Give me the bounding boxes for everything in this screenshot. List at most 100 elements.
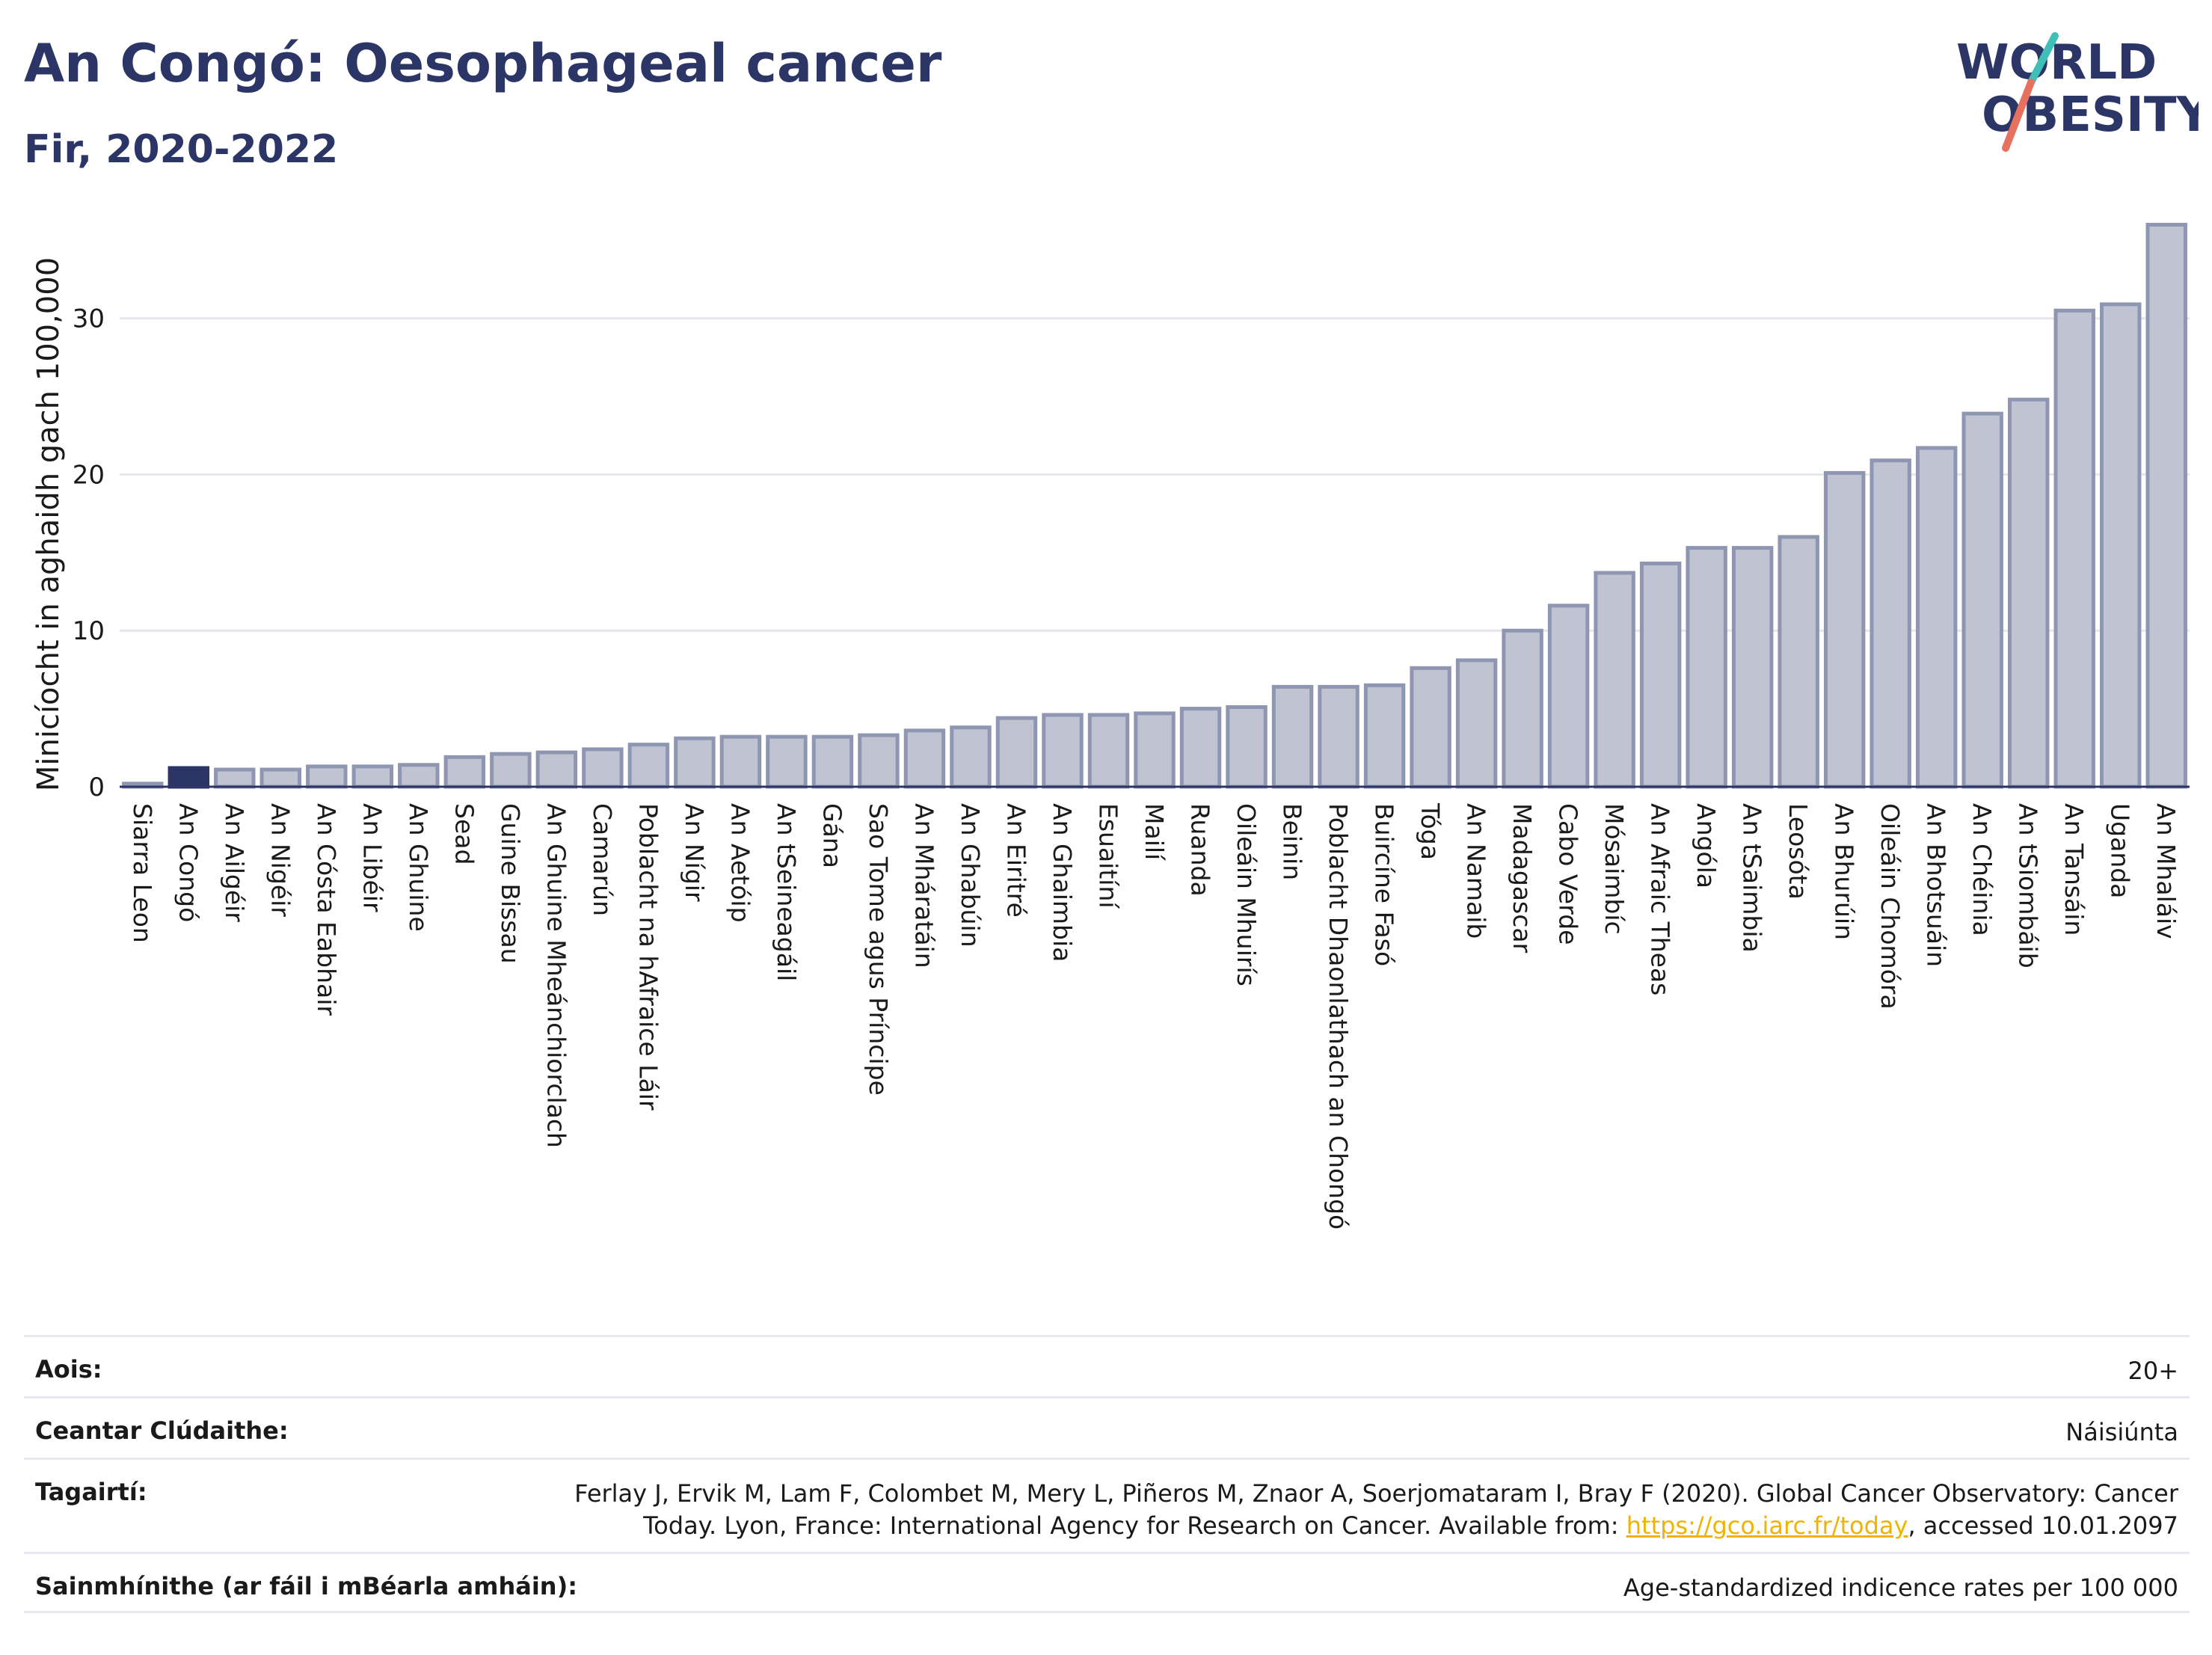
world-obesity-logo: WORLD OBESITY: [1956, 32, 2199, 152]
logo-line1: WORLD: [1956, 35, 2157, 90]
x-tick-label: Sead: [449, 803, 479, 865]
bar: [582, 747, 624, 789]
bar: [1823, 470, 1866, 789]
x-tick-label: Angóla: [1692, 803, 1721, 888]
x-tick-label: Poblacht Dhaonlathach an Chongó: [1324, 803, 1353, 1229]
x-tick-label: An Ghuine: [404, 803, 433, 932]
age-value: 20+: [2127, 1357, 2178, 1385]
bar: [490, 752, 532, 789]
x-tick-label: An tSiombáib: [2014, 803, 2043, 968]
definitions-label: Sainmhínithe (ar fáil i mBéarla amháin):: [35, 1572, 577, 1600]
bar: [1134, 711, 1176, 789]
references-line2: Today. Lyon, France: International Agenc…: [643, 1511, 1626, 1541]
info-row-references: Tagairtí: Ferlay J, Ervik M, Lam F, Colo…: [24, 1458, 2190, 1552]
definitions-value: Age-standardized indicence rates per 100…: [1623, 1573, 2178, 1602]
bar: [1455, 658, 1498, 789]
x-tick-label: An Cósta Eabhair: [312, 803, 341, 1016]
x-tick-label: An Namaib: [1462, 803, 1491, 939]
bar: [1363, 683, 1406, 789]
logo-slash-teal: [2027, 32, 2059, 86]
bar: [995, 716, 1038, 789]
bar: [398, 763, 440, 789]
bar-chart: 0 10 20 30 Siarra Leon An Congó An Ailgéir An …: [31, 222, 2190, 1229]
x-tick-label: Cabo Verde: [1554, 803, 1583, 945]
bar: [306, 764, 348, 789]
x-tick-label: Ruanda: [1186, 803, 1215, 897]
x-tick-label: An Ailgéir: [220, 803, 249, 922]
info-row-age: Aois: 20+: [24, 1335, 2190, 1396]
bar: [351, 764, 394, 789]
references-label: Tagairtí:: [35, 1478, 147, 1506]
x-tick-label: Camarún: [588, 803, 617, 916]
x-tick-label: An Bhotsuáin: [1922, 803, 1951, 967]
x-tick-label: An Ghuine Mheánchiorclach: [541, 803, 571, 1148]
bar: [858, 733, 900, 789]
y-tick-label: 20: [73, 460, 105, 490]
bar: [1686, 546, 1727, 789]
x-tick-label: Tóga: [1416, 802, 1445, 860]
age-label: Aois:: [35, 1355, 102, 1384]
bar: [811, 734, 854, 789]
bar: [443, 755, 486, 789]
page-title: An Congó: Oesophageal cancer: [24, 33, 942, 94]
page-subtitle: Fir, 2020-2022: [24, 127, 339, 172]
bar: [259, 767, 302, 789]
x-tick-label: Oileáin Mhuirís: [1232, 803, 1261, 986]
x-tick-label: Mósaimbíc: [1600, 803, 1629, 935]
x-tick-label: An Libéir: [357, 803, 387, 912]
x-tick-label: Buircíne Fasó: [1370, 803, 1399, 966]
bar: [674, 736, 716, 789]
x-tick-label: An Chéinia: [1967, 803, 1997, 936]
x-tick-label: Oileáin Chomóra: [1875, 803, 1905, 1010]
bar: [1639, 561, 1682, 789]
bar: [1318, 684, 1360, 789]
bar: [2053, 308, 2095, 789]
bar: [1731, 546, 1774, 789]
x-tick-label: An Mhaláiv: [2151, 803, 2181, 939]
y-tick-label: 10: [73, 616, 105, 646]
logo-slash-coral: [2002, 79, 2035, 152]
info-row-coverage: Ceantar Clúdaithe: Náisiúnta: [24, 1396, 2190, 1458]
bar: [2100, 302, 2142, 789]
x-tick-label: Madagascar: [1508, 803, 1537, 954]
x-tick-label: An Bhurúin: [1830, 803, 1859, 940]
x-tick-label: An Ghaimbia: [1048, 803, 1077, 962]
x-tick-label: An Congó: [173, 803, 203, 922]
x-tick-label: Uganda: [2106, 803, 2135, 898]
x-tick-label: Guine Bissau: [496, 803, 525, 964]
bars: [122, 222, 2187, 789]
bar: [1961, 411, 2003, 789]
bar: [1870, 458, 1911, 789]
x-tick-label: An Mháratáin: [909, 803, 938, 968]
bar: [1179, 707, 1222, 789]
bar: [627, 743, 670, 789]
x-tick-label: An Afraic Theas: [1646, 803, 1675, 995]
x-tick-label: An Tansáin: [2059, 803, 2089, 936]
y-axis-label: Minicíocht in aghaidh gach 100,000: [31, 257, 66, 791]
x-tick-label: An Eiritré: [1001, 803, 1030, 918]
x-tick-label: Leosóta: [1784, 803, 1813, 900]
bar: [1410, 666, 1451, 789]
bar: [214, 767, 256, 789]
references-link[interactable]: https://gco.iarc.fr/today: [1626, 1511, 1908, 1541]
x-tick-label: Gána: [817, 803, 847, 868]
x-tick-label: An Nígir: [680, 803, 709, 902]
bar: [1547, 604, 1590, 789]
y-tick-labels: 0 10 20 30: [73, 304, 105, 802]
x-tick-label: An Nigéir: [265, 803, 295, 917]
references-line1: Ferlay J, Ervik M, Lam F, Colombet M, Me…: [574, 1479, 2178, 1508]
x-tick-labels: Siarra Leon An Congó An Ailgéir An Nigéir An…: [128, 802, 2181, 1229]
coverage-label: Ceantar Clúdaithe:: [35, 1416, 289, 1445]
x-tick-label: Esuaitíní: [1093, 803, 1122, 909]
references-value: Ferlay J, Ervik M, Lam F, Colombet M, Me…: [574, 1478, 2178, 1542]
bar: [2145, 222, 2187, 789]
bar: [535, 750, 578, 789]
bar: [766, 734, 808, 789]
bar: [1502, 628, 1543, 789]
bar: [903, 728, 946, 789]
y-tick-label: 30: [73, 304, 105, 334]
bar: [1087, 713, 1130, 789]
info-table: Aois: 20+ Ceantar Clúdaithe: Náisiúnta T…: [24, 1335, 2190, 1613]
references-accessed: , accessed 10.01.2097: [1908, 1511, 2178, 1541]
x-tick-label: An Aetóip: [725, 803, 755, 923]
